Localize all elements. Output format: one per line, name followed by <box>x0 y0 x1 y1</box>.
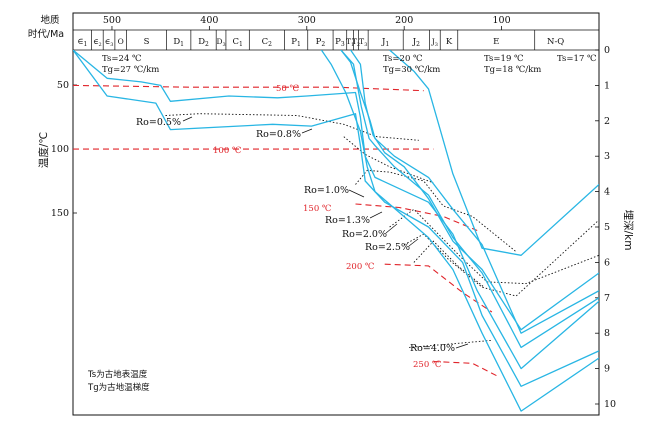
ro-line <box>413 240 485 288</box>
depth-tick-label: 1 <box>604 80 610 91</box>
ro-labels: Ro=0.5% Ro=0.8% Ro=1.0% Ro=1.3% Ro=2.0% … <box>136 116 469 354</box>
period-label: C1 <box>232 37 242 48</box>
period-row: ∈1∈2∈3OSD1D2D3C1C2P1P2P3T1T2T3J1J2J3KEN-… <box>77 30 564 50</box>
burial-curve <box>389 50 599 256</box>
period-label: P3 <box>335 37 345 48</box>
ro-leader-20 <box>385 223 398 234</box>
ro-leader-05 <box>182 116 193 122</box>
paleo-ts-2: Ts=20 ℃ <box>383 54 423 64</box>
isotherm-label-200: 200 ℃ <box>346 262 374 272</box>
period-label: J3 <box>431 37 438 48</box>
period-label: ∈3 <box>105 37 114 48</box>
ro-line <box>355 169 517 253</box>
ro-label-13: Ro=1.3% <box>325 215 370 226</box>
ro-line <box>343 136 434 184</box>
depth-tick-label: 7 <box>604 293 610 304</box>
depth-tick-label: 3 <box>604 151 610 162</box>
ro-leader-10 <box>348 189 365 198</box>
period-label: ∈1 <box>77 37 87 48</box>
plot-frame <box>72 12 600 416</box>
ro-line <box>403 219 599 297</box>
ro-label-25: Ro=2.5% <box>365 242 410 253</box>
ro-label-10: Ro=1.0% <box>304 185 349 196</box>
ro-leader-13 <box>369 211 383 219</box>
time-tick-label: 200 <box>395 15 413 26</box>
time-tick-label: 300 <box>298 15 316 26</box>
temp-tick-label: 50 <box>57 80 69 91</box>
burial-curve <box>73 50 599 370</box>
isotherm-line <box>433 360 497 377</box>
isotherm-label-50: 50 ℃ <box>276 84 299 94</box>
depth-tick-label: 0 <box>604 45 610 56</box>
ro-line <box>389 208 599 285</box>
ro-leader-40 <box>455 343 469 349</box>
time-tick-label: 500 <box>103 15 121 26</box>
paleo-ts-1: Ts=24 ℃ <box>102 54 142 64</box>
period-label: D1 <box>173 37 184 48</box>
ro-label-40: Ro=4.0% <box>410 343 455 354</box>
ro-leader-08 <box>301 128 313 134</box>
header-title-line2: 时代/Ma <box>28 28 64 40</box>
period-label: ∈2 <box>93 37 102 48</box>
time-tick-label: 100 <box>493 15 511 26</box>
depth-tick-label: 8 <box>604 328 610 339</box>
ro-line <box>409 339 492 348</box>
period-label: D2 <box>198 37 209 48</box>
period-label: D3 <box>216 37 225 48</box>
temp-tick-label: 150 <box>51 208 69 219</box>
depth-tick-label: 4 <box>604 187 610 198</box>
period-label: P2 <box>316 37 326 48</box>
ro-label-08: Ro=0.8% <box>256 129 301 140</box>
depth-tick-label: 9 <box>604 364 610 375</box>
ro-line <box>165 113 419 141</box>
legend-ts-note: Ts为古地表温度 <box>87 369 148 380</box>
time-tick-label: 400 <box>200 15 218 26</box>
depth-axis: 0 1 2 3 4 5 6 7 8 9 10 <box>595 45 616 410</box>
depth-tick-label: 2 <box>604 116 610 127</box>
period-label: O <box>118 37 124 46</box>
paleo-tg-1: Tg=27 ℃/km <box>102 65 159 75</box>
paleo-ts-3: Ts=19 ℃ <box>484 54 524 64</box>
ro-leader-25 <box>408 238 419 247</box>
isotherm-label-250: 250 ℃ <box>413 360 441 370</box>
legend-tg-note: Tg为古地温梯度 <box>87 382 150 393</box>
depth-tick-label: 10 <box>604 399 616 410</box>
burial-curve <box>340 50 599 334</box>
period-label: E <box>493 37 499 47</box>
paleo-tg-2: Tg=30 ℃/km <box>383 65 440 75</box>
period-label: T3 <box>359 37 367 48</box>
isotherm-labels: 50 ℃ 100 ℃ 150 ℃ 200 ℃ 250 ℃ <box>213 84 441 370</box>
paleo-params: Ts=24 ℃ Tg=27 ℃/km Ts=20 ℃ Tg=30 ℃/km Ts… <box>102 54 597 75</box>
depth-tick-label: 5 <box>604 222 610 233</box>
period-label: C2 <box>262 37 273 48</box>
left-axis-label: 温度/℃ <box>37 132 50 168</box>
period-label: J1 <box>381 37 389 48</box>
period-label: T1 <box>346 37 354 48</box>
burial-curves <box>73 50 599 412</box>
right-axis-label: 埋深/km <box>622 210 634 251</box>
burial-curve <box>340 50 599 349</box>
isotherm-line <box>355 203 478 232</box>
period-label: K <box>446 37 453 47</box>
paleo-ts-4: Ts=17 ℃ <box>557 54 597 64</box>
period-label: J2 <box>412 37 420 48</box>
ro-label-05: Ro=0.5% <box>136 117 181 128</box>
burial-curve <box>320 50 599 412</box>
isotherm-label-100: 100 ℃ <box>213 146 241 156</box>
paleo-tg-3: Tg=18 ℃/km <box>484 65 541 75</box>
depth-tick-label: 6 <box>604 257 610 268</box>
ro-label-20: Ro=2.0% <box>342 229 387 240</box>
header-title-line1: 地质 <box>40 14 60 26</box>
burial-curve <box>350 50 599 331</box>
isotherm-label-150: 150 ℃ <box>303 204 331 214</box>
burial-curve <box>73 50 599 387</box>
time-axis: 500 400 300 200 100 <box>103 15 511 30</box>
ro-lines <box>165 113 599 348</box>
isotherm-line <box>73 84 424 92</box>
period-label: S <box>144 37 150 47</box>
period-label: N-Q <box>547 37 564 47</box>
period-label: P1 <box>291 37 301 48</box>
temp-tick-label: 100 <box>51 144 69 155</box>
